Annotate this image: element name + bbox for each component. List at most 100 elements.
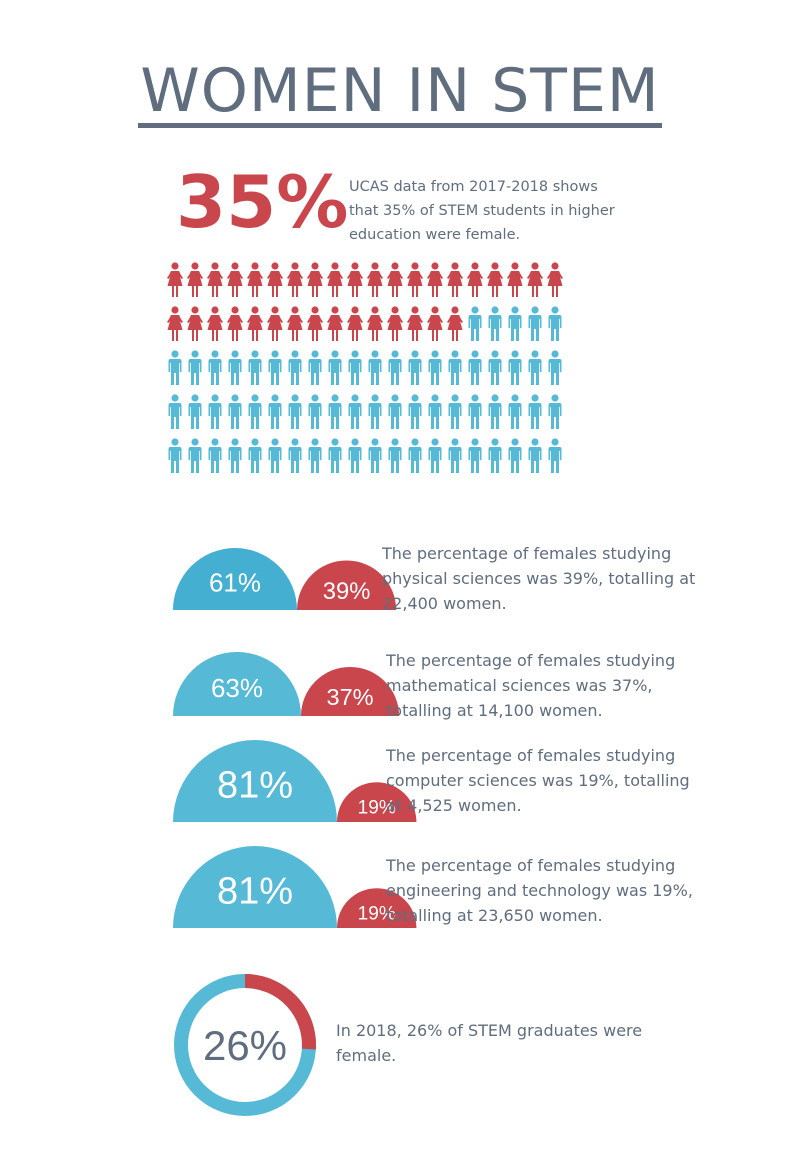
male-semicircle [173,846,337,928]
female-person-icon [207,306,223,341]
female-person-icon [247,306,263,341]
male-person-icon [228,394,242,429]
male-person-icon [548,306,562,341]
female-person-icon [547,262,563,297]
female-person-icon [287,306,303,341]
male-semicircle [173,548,297,610]
male-percent-label: 81% [217,870,293,912]
male-person-icon [328,438,342,473]
male-person-icon [168,438,182,473]
female-semicircle [301,666,400,716]
male-person-icon [248,438,262,473]
male-person-icon [468,394,482,429]
male-person-icon [208,438,222,473]
male-person-icon [368,438,382,473]
female-person-icon [427,306,443,341]
male-person-icon [388,438,402,473]
male-person-icon [428,350,442,385]
male-person-icon [548,350,562,385]
male-person-icon [228,350,242,385]
female-person-icon [247,262,263,297]
male-person-icon [508,306,522,341]
female-person-icon [167,262,183,297]
female-person-icon [407,306,423,341]
female-person-icon [227,262,243,297]
male-person-icon [408,350,422,385]
male-person-icon [328,394,342,429]
male-person-icon [348,350,362,385]
female-person-icon [387,262,403,297]
male-person-icon [208,394,222,429]
male-person-icon [308,394,322,429]
male-person-icon [188,394,202,429]
engineering-text: The percentage of females studying engin… [386,856,693,925]
male-person-icon [188,350,202,385]
page-title-text: WOMEN IN STEM [138,56,662,128]
female-person-icon [307,262,323,297]
page-title: WOMEN IN STEM [0,56,800,128]
male-person-icon [508,350,522,385]
male-person-icon [528,394,542,429]
male-person-icon [248,350,262,385]
female-person-icon [347,306,363,341]
male-person-icon [408,438,422,473]
male-person-icon [168,394,182,429]
male-person-icon [288,438,302,473]
male-person-icon [308,438,322,473]
female-person-icon [347,262,363,297]
female-percent-label: 39% [323,578,371,605]
male-person-icon [208,350,222,385]
computer-sciences-text: The percentage of females studying compu… [386,746,690,815]
male-person-icon [448,438,462,473]
female-person-icon [207,262,223,297]
female-person-icon [407,262,423,297]
pictograph-chart [167,262,563,473]
donut-female-arc [244,974,316,1050]
male-person-icon [368,350,382,385]
male-person-icon [288,350,302,385]
male-person-icon [388,394,402,429]
male-person-icon [508,438,522,473]
male-percent-label: 81% [217,764,293,806]
graduates-text: In 2018, 26% of STEM graduates were fema… [336,1021,643,1065]
male-person-icon [448,394,462,429]
male-person-icon [548,438,562,473]
female-person-icon [287,262,303,297]
female-person-icon [187,262,203,297]
male-person-icon [448,350,462,385]
female-person-icon [167,306,183,341]
male-semicircle [173,740,337,822]
male-person-icon [268,438,282,473]
donut-percent-label: 26% [203,1022,287,1069]
male-person-icon [348,438,362,473]
female-percent-label: 37% [326,684,373,710]
male-person-icon [468,306,482,341]
male-person-icon [308,350,322,385]
intro-text: UCAS data from 2017-2018 shows that 35% … [349,179,615,243]
female-person-icon [327,262,343,297]
male-person-icon [488,306,502,341]
male-person-icon [528,306,542,341]
male-person-icon [228,438,242,473]
female-person-icon [467,262,483,297]
female-semicircle [297,560,397,610]
male-person-icon [468,350,482,385]
male-person-icon [268,394,282,429]
female-person-icon [327,306,343,341]
male-person-icon [488,438,502,473]
male-person-icon [268,350,282,385]
female-person-icon [447,262,463,297]
male-person-icon [428,394,442,429]
male-person-icon [528,438,542,473]
male-person-icon [368,394,382,429]
male-person-icon [428,438,442,473]
male-person-icon [488,350,502,385]
female-percent-label: 19% [358,903,396,924]
male-semicircle [173,652,301,716]
male-person-icon [488,394,502,429]
female-percent-label: 19% [358,797,396,818]
physical-sciences-text: The percentage of females studying physi… [382,544,696,613]
intro-percent: 35% [176,160,349,244]
mathematical-sciences-text: The percentage of females studying mathe… [386,651,676,720]
